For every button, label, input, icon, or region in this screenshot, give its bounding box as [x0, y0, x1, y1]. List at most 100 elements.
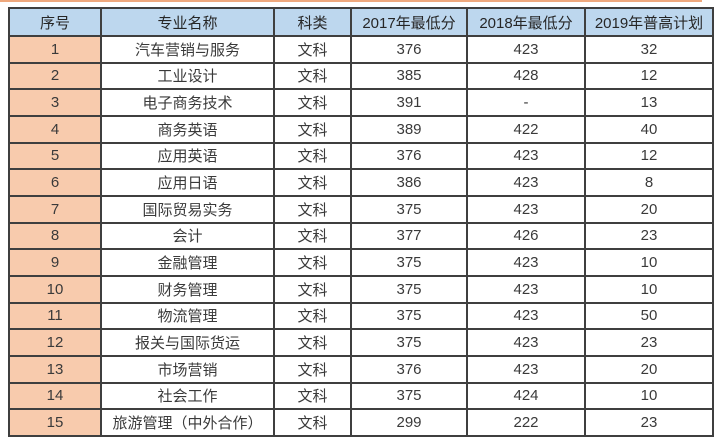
row-index-cell: 9: [8, 248, 102, 277]
table-cell: 文科: [273, 114, 352, 144]
table-cell: 文科: [273, 61, 352, 91]
table-cell: 文科: [273, 221, 352, 251]
row-index-cell: 5: [8, 141, 102, 171]
row-index-cell: 15: [8, 408, 102, 437]
table-cell: 10: [584, 248, 714, 277]
row-index-cell: 13: [8, 354, 102, 384]
table-cell: 423: [466, 35, 586, 64]
table-row: 4 商务英语 文科 389 422 40: [8, 114, 714, 144]
table-row: 2 工业设计 文科 385 428 12: [8, 61, 714, 91]
table-cell: 50: [584, 301, 714, 331]
table-row: 6 应用日语 文科 386 423 8: [8, 168, 714, 197]
table-cell: 应用英语: [100, 141, 275, 171]
table-cell: 426: [466, 221, 586, 251]
table-cell: 376: [350, 35, 468, 64]
table-cell: 10: [584, 274, 714, 304]
header-cell-2017-min: 2017年最低分: [350, 7, 468, 37]
table-row: 13 市场营销 文科 376 423 20: [8, 354, 714, 384]
table-row: 15 旅游管理（中外合作） 文科 299 222 23: [8, 408, 714, 437]
table-cell: 社会工作: [100, 381, 275, 411]
table-cell: 385: [350, 61, 468, 91]
table-cell: 10: [584, 381, 714, 411]
table-cell: 文科: [273, 274, 352, 304]
table-cell: 文科: [273, 88, 352, 117]
table-cell: 375: [350, 194, 468, 224]
table-cell: 汽车营销与服务: [100, 35, 275, 64]
table-cell: 文科: [273, 301, 352, 331]
table-cell: 423: [466, 328, 586, 357]
table-cell: 国际贸易实务: [100, 194, 275, 224]
table-cell: 8: [584, 168, 714, 197]
header-cell-2019-plan: 2019年普高计划: [584, 7, 714, 37]
table-cell: 报关与国际货运: [100, 328, 275, 357]
table-cell: 377: [350, 221, 468, 251]
table-cell: 222: [466, 408, 586, 437]
row-index-cell: 3: [8, 88, 102, 117]
table-cell: 386: [350, 168, 468, 197]
table-cell: 32: [584, 35, 714, 64]
table-row: 7 国际贸易实务 文科 375 423 20: [8, 194, 714, 224]
table-row: 11 物流管理 文科 375 423 50: [8, 301, 714, 331]
row-index-cell: 1: [8, 35, 102, 64]
table-cell: 376: [350, 141, 468, 171]
header-cell-major-name: 专业名称: [100, 7, 275, 37]
header-cell-2018-min: 2018年最低分: [466, 7, 586, 37]
header-row: 序号 专业名称 科类 2017年最低分 2018年最低分 2019年普高计划: [8, 7, 714, 37]
table-cell: 财务管理: [100, 274, 275, 304]
table-row: 10 财务管理 文科 375 423 10: [8, 274, 714, 304]
row-index-cell: 12: [8, 328, 102, 357]
row-index-cell: 8: [8, 221, 102, 251]
table-cell: 20: [584, 354, 714, 384]
table-cell: 422: [466, 114, 586, 144]
table-cell: 金融管理: [100, 248, 275, 277]
table-cell: 423: [466, 194, 586, 224]
row-index-cell: 14: [8, 381, 102, 411]
table-cell: 工业设计: [100, 61, 275, 91]
table-cell: 市场营销: [100, 354, 275, 384]
table-cell: 423: [466, 248, 586, 277]
table-cell: 文科: [273, 328, 352, 357]
table-row: 14 社会工作 文科 375 424 10: [8, 381, 714, 411]
table-cell: 文科: [273, 354, 352, 384]
row-index-cell: 4: [8, 114, 102, 144]
table-cell: 20: [584, 194, 714, 224]
table-cell: 文科: [273, 141, 352, 171]
table-row: 9 金融管理 文科 375 423 10: [8, 248, 714, 277]
table-cell: 文科: [273, 381, 352, 411]
table-cell: 13: [584, 88, 714, 117]
header-cell-category: 科类: [273, 7, 352, 37]
table-cell: 旅游管理（中外合作）: [100, 408, 275, 437]
table-cell: 文科: [273, 194, 352, 224]
table-row: 12 报关与国际货运 文科 375 423 23: [8, 328, 714, 357]
table-cell: 12: [584, 61, 714, 91]
table-cell: 23: [584, 328, 714, 357]
table-cell: -: [466, 88, 586, 117]
table-cell: 商务英语: [100, 114, 275, 144]
table-cell: 423: [466, 274, 586, 304]
row-index-cell: 6: [8, 168, 102, 197]
table-cell: 文科: [273, 408, 352, 437]
table-cell: 375: [350, 381, 468, 411]
table-cell: 375: [350, 274, 468, 304]
table-cell: 23: [584, 221, 714, 251]
table-cell: 12: [584, 141, 714, 171]
row-index-cell: 10: [8, 274, 102, 304]
row-index-cell: 11: [8, 301, 102, 331]
table-cell: 389: [350, 114, 468, 144]
table-cell: 375: [350, 248, 468, 277]
table-cell: 423: [466, 168, 586, 197]
row-index-cell: 7: [8, 194, 102, 224]
table-row: 3 电子商务技术 文科 391-13: [8, 88, 714, 117]
table-row: 8 会计 文科 377 426 23: [8, 221, 714, 251]
table-cell: 23: [584, 408, 714, 437]
table-cell: 文科: [273, 168, 352, 197]
top-strip-decoration: [0, 0, 702, 2]
table-cell: 428: [466, 61, 586, 91]
table-cell: 299: [350, 408, 468, 437]
table-cell: 文科: [273, 35, 352, 64]
table-cell: 423: [466, 301, 586, 331]
table-cell: 会计: [100, 221, 275, 251]
table-cell: 电子商务技术: [100, 88, 275, 117]
header-cell-index: 序号: [8, 7, 102, 37]
